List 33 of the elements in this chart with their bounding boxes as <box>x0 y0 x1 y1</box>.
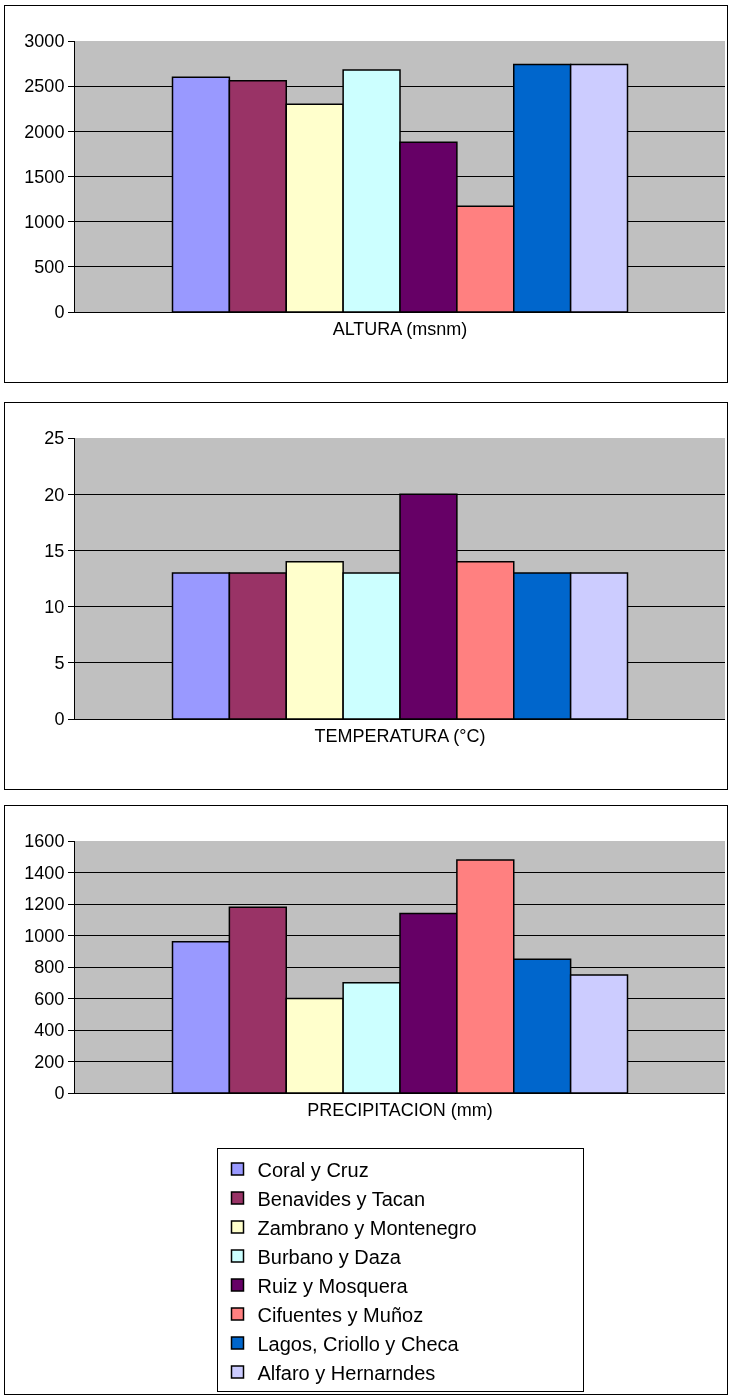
y-tick-label: 1000 <box>24 211 65 232</box>
y-tick-label: 15 <box>44 540 65 561</box>
y-tick-label: 25 <box>44 428 65 449</box>
y-tick-label: 2500 <box>24 76 65 97</box>
y-tick-label: 1500 <box>24 166 65 187</box>
y-tick-label: 600 <box>34 988 65 1009</box>
y-tick-label: 1200 <box>24 894 65 915</box>
y-tick-label: 10 <box>44 596 65 617</box>
legend-label: Cifuentes y Muñoz <box>257 1303 424 1326</box>
y-tick-label: 0 <box>54 709 65 730</box>
legend-label: Coral y Cruz <box>257 1158 369 1181</box>
y-tick-label: 800 <box>34 957 65 978</box>
y-tick-label: 1600 <box>24 831 65 852</box>
y-tick-label: 200 <box>34 1051 65 1072</box>
y-tick-label: 0 <box>54 302 65 323</box>
y-tick-label: 400 <box>34 1020 65 1041</box>
legend-label: Zambrano y Montenegro <box>257 1216 477 1239</box>
y-tick-label: 2000 <box>24 121 65 142</box>
legend-label: Benavides y Tacan <box>257 1187 426 1210</box>
legend-label: Lagos, Criollo y Checa <box>257 1332 460 1355</box>
legend-label: Burbano y Daza <box>257 1245 402 1268</box>
y-tick-label: 0 <box>54 1083 65 1104</box>
x-tick-label: PRECIPITACION (mm) <box>307 1099 493 1120</box>
y-tick-label: 1000 <box>24 925 65 946</box>
y-tick-label: 3000 <box>24 31 65 52</box>
x-tick-label: ALTURA (msnm) <box>332 318 468 339</box>
y-tick-label: 5 <box>54 653 65 674</box>
legend-label: Alfaro y Hernarndes <box>257 1361 436 1384</box>
legend-label: Ruiz y Mosquera <box>257 1274 409 1297</box>
y-tick-label: 1400 <box>24 862 65 883</box>
y-tick-label: 20 <box>44 484 65 505</box>
x-tick-label: TEMPERATURA (°C) <box>314 725 486 746</box>
y-tick-label: 500 <box>34 257 65 278</box>
